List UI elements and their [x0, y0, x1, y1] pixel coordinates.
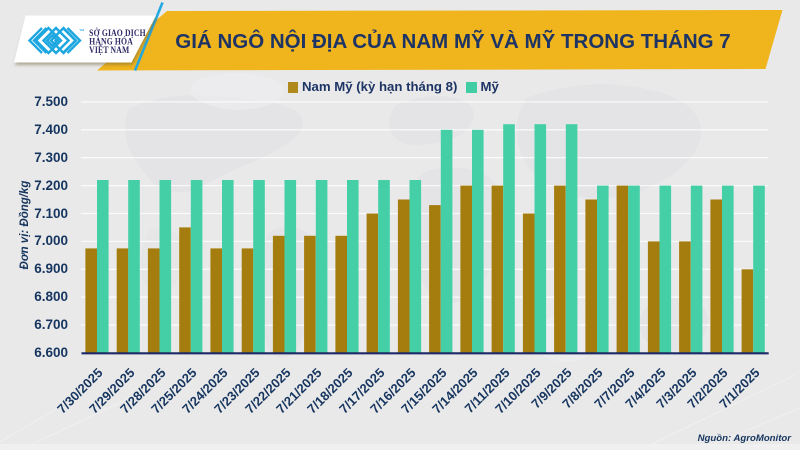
svg-text:™: ™ — [79, 29, 85, 35]
svg-text:HÀNG HÓA: HÀNG HÓA — [89, 36, 133, 47]
svg-text:VIỆT NAM: VIỆT NAM — [89, 44, 129, 55]
svg-text:SỞ GIAO DỊCH: SỞ GIAO DỊCH — [89, 27, 146, 38]
